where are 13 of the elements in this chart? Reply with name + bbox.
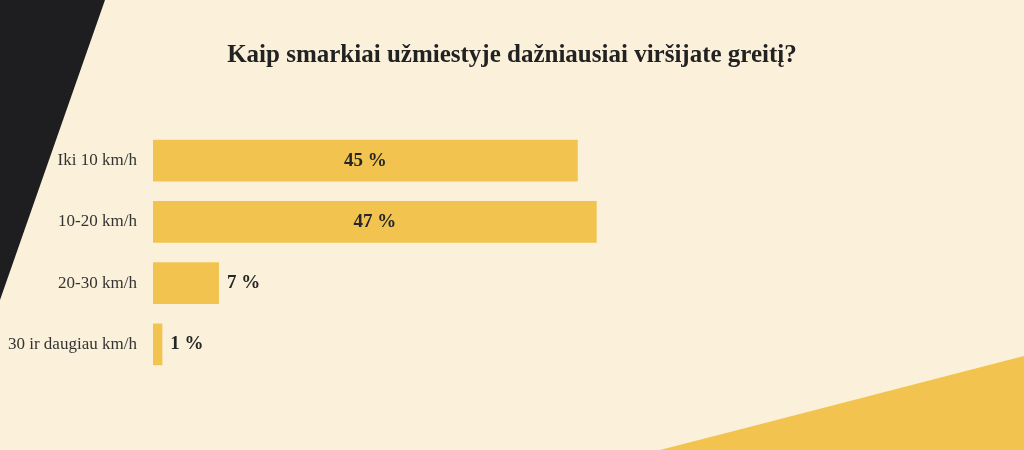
data-label: 1 % — [170, 332, 204, 354]
bar — [152, 262, 219, 304]
data-label: 7 % — [226, 271, 261, 293]
chart-title: Kaip smarkiai užmiestyje dažniausiai viršijate greitį? — [226, 40, 798, 68]
bar — [152, 139, 578, 182]
data-label: 47 % — [353, 209, 397, 231]
y-tick-label: 30 ir daugiau km/h — [7, 333, 138, 353]
y-tick-label: 10-20 km/h — [58, 211, 138, 231]
data-label: 45 % — [343, 148, 387, 170]
y-tick-label: 20-30 km/h — [58, 272, 138, 292]
y-tick-label: Iki 10 km/h — [57, 150, 138, 170]
bar — [152, 323, 163, 366]
bar — [152, 201, 597, 243]
